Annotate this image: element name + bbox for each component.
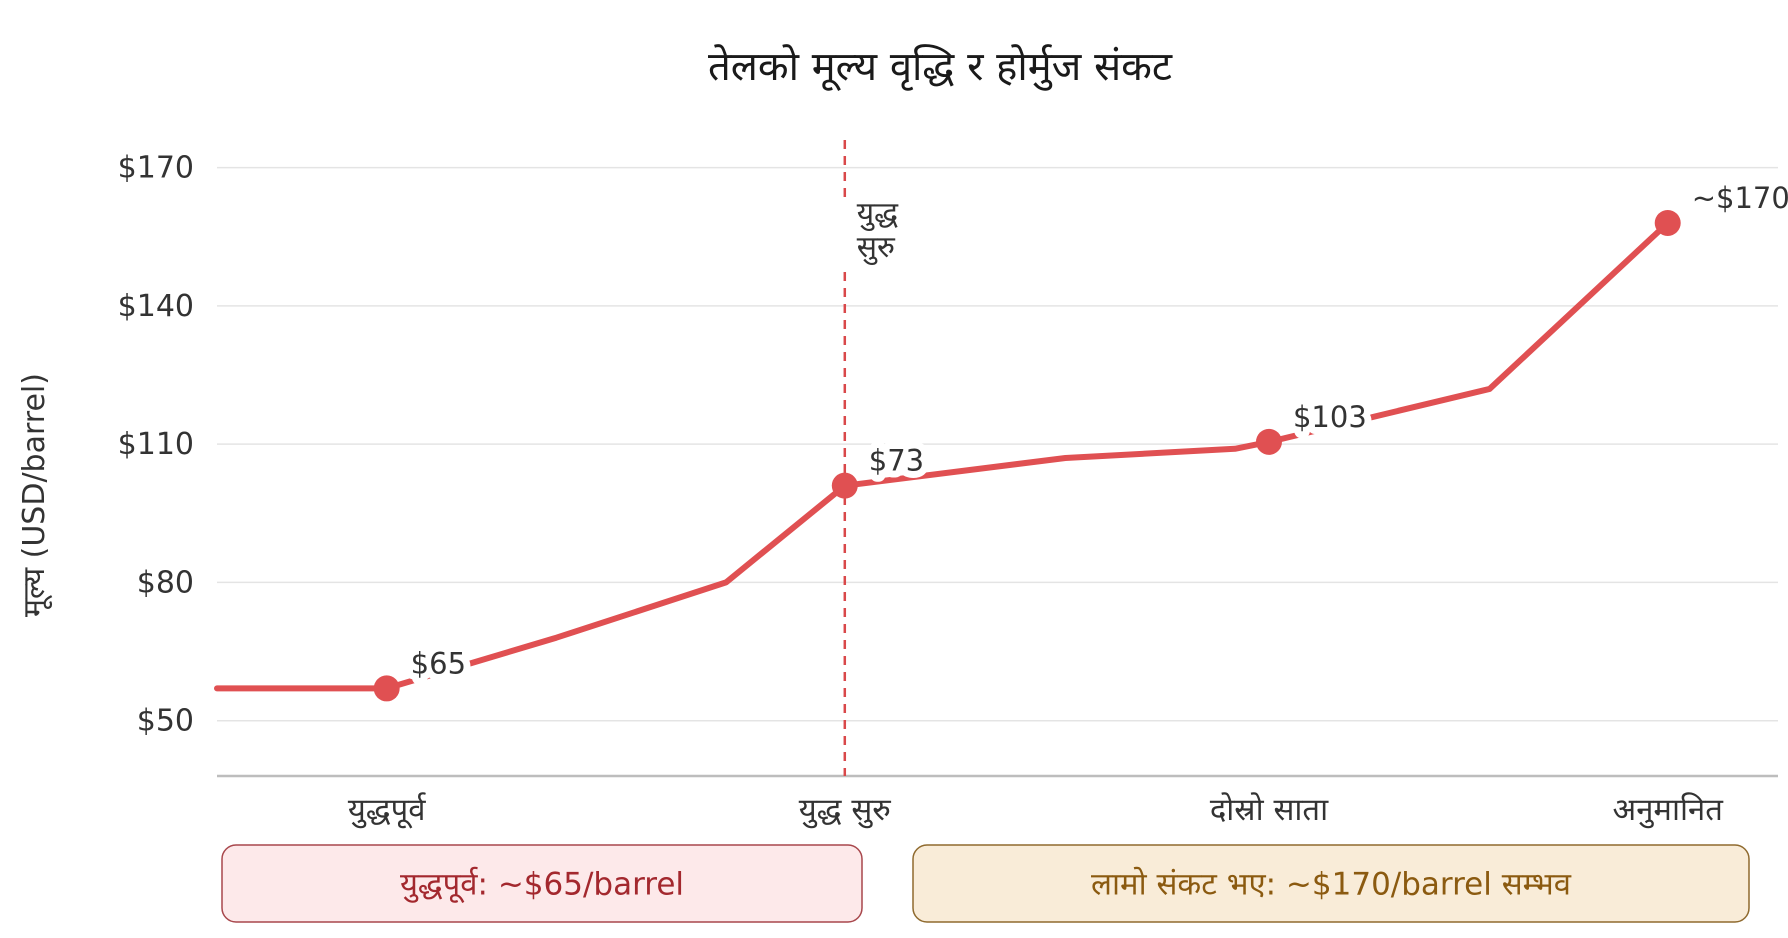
- y-tick-label: $80: [137, 565, 194, 600]
- callout-boxes: युद्धपूर्व: ~$65/barrel लामो संकट भए: ~$1…: [221, 844, 1750, 923]
- x-tick-label: दोस्रो साता: [1210, 792, 1329, 828]
- callout-box: [912, 844, 1750, 923]
- war-start-label: युद्ध: [857, 196, 899, 232]
- x-tick-label: युद्ध सुरु: [799, 792, 892, 829]
- data-point: [373, 675, 400, 702]
- data-markers: $65$65$73$73$103$103~$170?~$170?: [373, 174, 1788, 702]
- data-label: $65: [411, 646, 466, 680]
- gridlines: [217, 166, 1778, 722]
- callout-box: [221, 844, 863, 923]
- price-line: [214, 220, 1671, 692]
- war-start-label: सुरु: [857, 230, 896, 266]
- data-label: $103: [1293, 400, 1367, 434]
- data-label-halo: ~$170?: [1692, 181, 1788, 215]
- data-label-halo: $103: [1293, 400, 1367, 434]
- y-tick-labels: $50 $80 $110 $140 $170: [118, 151, 194, 739]
- y-axis-label: मूल्य (USD/barrel): [17, 373, 53, 617]
- data-label-halo: $73: [869, 444, 924, 478]
- price-series: [214, 220, 1671, 692]
- x-tick-label: अनुमानित: [1613, 792, 1725, 829]
- data-label: ~$170?: [1692, 181, 1788, 215]
- data-point: [831, 472, 858, 499]
- data-label: $73: [869, 444, 924, 478]
- x-tick-label: युद्धपूर्व: [348, 792, 427, 829]
- y-tick-label: $140: [118, 289, 194, 324]
- data-label-halo: $65: [411, 646, 466, 680]
- war-start-marker: युद्धसुरु: [843, 140, 899, 776]
- x-tick-labels: युद्धपूर्व युद्ध सुरु दोस्रो साता अनुमानित: [348, 792, 1724, 829]
- y-tick-label: $110: [118, 427, 194, 462]
- data-point: [1654, 209, 1681, 236]
- callout-text: लामो संकट भए: ~$170/barrel सम्भव: [1091, 867, 1572, 903]
- data-point: [1255, 428, 1282, 455]
- callout-text: युद्धपूर्व: ~$65/barrel: [400, 867, 684, 904]
- y-tick-label: $50: [137, 704, 194, 739]
- y-tick-label: $170: [118, 151, 194, 186]
- chart-title: तेलको मूल्य वृद्धि र होर्मुज संकट: [708, 44, 1173, 91]
